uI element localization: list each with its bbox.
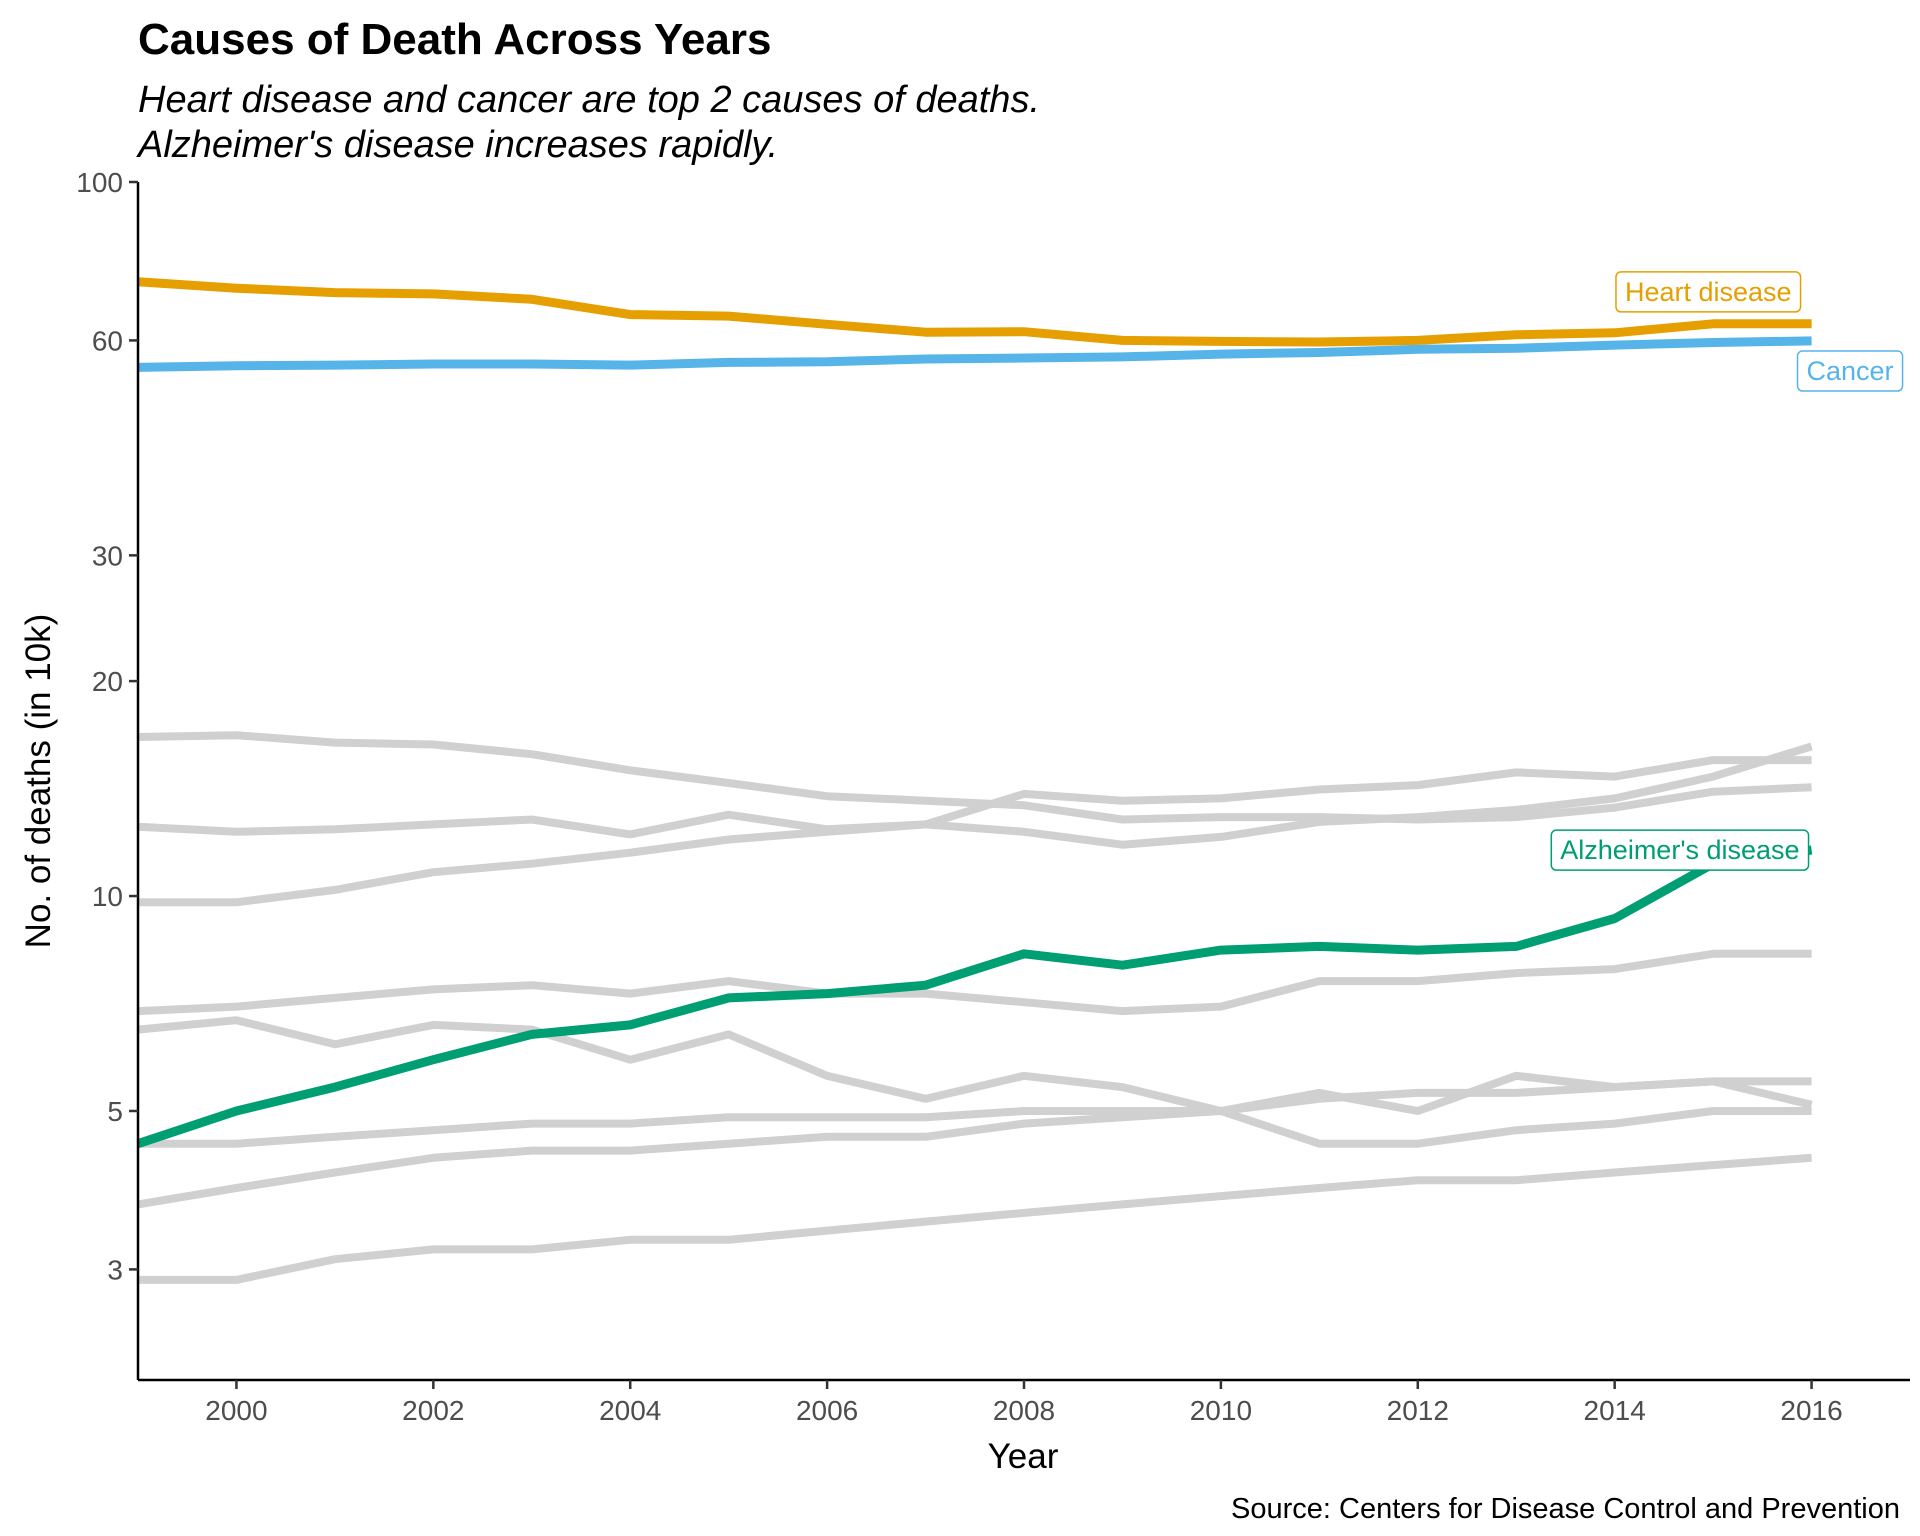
series-line-other-cause-10	[138, 1153, 1812, 1284]
series-line-other-cause-6	[137, 949, 1812, 1016]
series-line-cancer	[137, 336, 1812, 372]
series-label-heart-disease: Heart disease	[1625, 277, 1792, 307]
x-axis-ticks: 2000 2002 2004 2006 2008 2010 2012 2014 2016	[205, 1380, 1843, 1426]
series-line-other-cause-4	[137, 756, 1812, 839]
x-tick-label: 2016	[1780, 1395, 1842, 1426]
x-tick-label: 2006	[796, 1395, 858, 1426]
series-line-alzheimer-s-disease	[136, 845, 1813, 1148]
y-axis-title: No. of deaths (in 10k)	[19, 614, 58, 949]
y-tick-label: 60	[92, 325, 123, 356]
chart-subtitle-line-2: Alzheimer's disease increases rapidly.	[136, 124, 778, 166]
chart-caption: Source: Centers for Disease Control and …	[1231, 1493, 1900, 1525]
x-tick-label: 2010	[1190, 1395, 1252, 1426]
y-tick-label: 20	[92, 666, 123, 697]
y-tick-label: 30	[92, 540, 123, 571]
series-line-other-cause-3	[137, 731, 1812, 824]
series-label-box-cancer	[1796, 350, 1904, 392]
series-labels: Heart disease Cancer Alzheimer's disease	[1550, 271, 1904, 871]
x-tick-label: 2000	[205, 1395, 267, 1426]
chart-title: Causes of Death Across Years	[138, 15, 771, 64]
x-tick-label: 2002	[402, 1395, 464, 1426]
series-line-heart-disease	[137, 277, 1812, 347]
chart-subtitle-line-1: Heart disease and cancer are top 2 cause…	[138, 79, 1040, 121]
series-line-other-cause-5	[138, 742, 1813, 907]
x-tick-label: 2004	[599, 1395, 661, 1426]
series-line-other-cause-7	[137, 1016, 1812, 1148]
series-label-box-alzheimer-s-disease	[1550, 829, 1810, 871]
x-axis-title: Year	[988, 1437, 1059, 1476]
y-axis-ticks: 3 5 10 20 30 60 100	[76, 167, 138, 1285]
series-label-cancer: Cancer	[1807, 356, 1894, 386]
series-label-box-heart-disease	[1615, 271, 1802, 313]
x-tick-label: 2014	[1584, 1395, 1646, 1426]
series-line-other-cause-8	[138, 1071, 1813, 1148]
y-tick-label: 5	[107, 1096, 123, 1127]
series-label-alzheimer-s-disease: Alzheimer's disease	[1560, 835, 1799, 865]
x-tick-label: 2008	[993, 1395, 1055, 1426]
y-tick-label: 100	[76, 167, 123, 198]
x-tick-label: 2012	[1387, 1395, 1449, 1426]
series-line-other-cause-9	[137, 1077, 1812, 1209]
y-tick-label: 3	[107, 1254, 123, 1285]
plot-area	[136, 277, 1813, 1284]
y-tick-label: 10	[92, 881, 123, 912]
